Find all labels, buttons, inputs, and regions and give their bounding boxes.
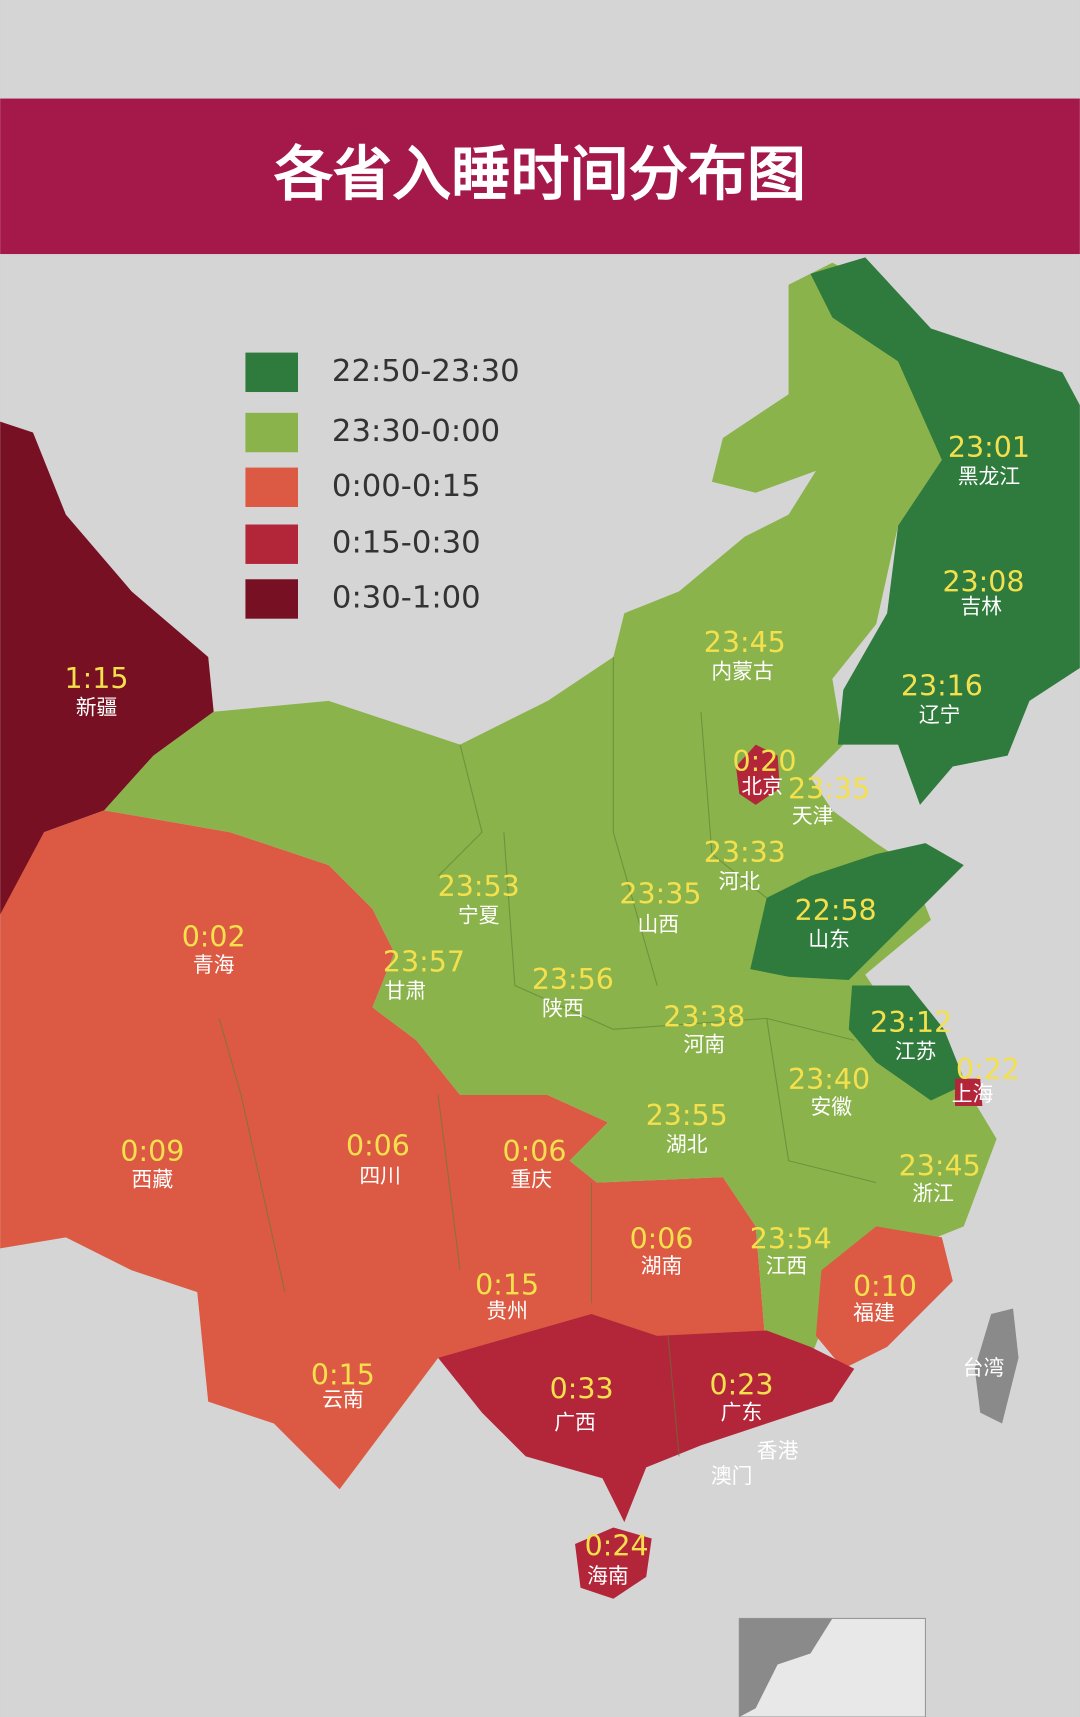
region-time: 23:56 bbox=[532, 963, 614, 996]
region-name: 黑龙江 bbox=[958, 464, 1020, 488]
region-time: 0:02 bbox=[182, 920, 246, 953]
northeast bbox=[810, 257, 1080, 805]
region-name: 山西 bbox=[637, 912, 679, 936]
title: 各省入睡时间分布图 bbox=[274, 140, 806, 209]
legend-swatch bbox=[245, 412, 298, 453]
region-name: 贵州 bbox=[486, 1299, 528, 1323]
beijing bbox=[736, 744, 780, 805]
region-name: 山东 bbox=[808, 928, 850, 952]
fujian bbox=[815, 1226, 953, 1369]
hainan bbox=[575, 1527, 652, 1599]
region-name: 河北 bbox=[718, 870, 760, 894]
region-name: 四川 bbox=[359, 1164, 401, 1188]
legend-label: 0:30-1:00 bbox=[332, 580, 481, 615]
region-name: 天津 bbox=[792, 804, 834, 828]
region-time: 0:06 bbox=[503, 1135, 567, 1168]
region-time: 0:23 bbox=[710, 1368, 774, 1401]
region-name: 北京 bbox=[741, 774, 783, 798]
region-name: 海南 bbox=[587, 1564, 629, 1588]
jiangsu bbox=[848, 985, 966, 1101]
region-time: 0:33 bbox=[550, 1373, 614, 1406]
region-time: 1:15 bbox=[65, 662, 129, 695]
region-name: 江苏 bbox=[895, 1039, 937, 1063]
shandong bbox=[750, 843, 964, 981]
region-name: 云南 bbox=[322, 1388, 364, 1412]
region-time: 0:20 bbox=[733, 745, 797, 778]
inset-land bbox=[739, 1618, 833, 1717]
region-name: 江西 bbox=[766, 1254, 808, 1278]
borders bbox=[218, 657, 877, 1457]
region-time: 0:06 bbox=[346, 1130, 410, 1163]
title-banner bbox=[0, 98, 1080, 255]
region-name: 新疆 bbox=[76, 695, 118, 719]
region-name: 湖南 bbox=[641, 1254, 683, 1278]
legend-label: 22:50-23:30 bbox=[332, 354, 520, 389]
shanghai bbox=[955, 1078, 983, 1106]
legend-swatch bbox=[245, 524, 298, 564]
region-time: 23:45 bbox=[704, 626, 786, 659]
region-name: 浙江 bbox=[912, 1182, 954, 1206]
region-time: 23:40 bbox=[788, 1063, 870, 1096]
region-name: 安徽 bbox=[810, 1095, 852, 1119]
legend-label: 0:00-0:15 bbox=[332, 469, 481, 504]
place-label: 台湾 bbox=[963, 1356, 1005, 1380]
region-name: 内蒙古 bbox=[711, 659, 773, 683]
legend-swatch bbox=[245, 352, 298, 393]
region-name: 广东 bbox=[721, 1401, 763, 1425]
region-name: 广西 bbox=[554, 1411, 596, 1435]
region-time: 23:45 bbox=[899, 1149, 981, 1182]
region-time: 23:54 bbox=[750, 1223, 832, 1256]
legend-swatch bbox=[245, 467, 298, 507]
guangxi-guangdong bbox=[438, 1314, 855, 1523]
region-name: 辽宁 bbox=[919, 703, 961, 727]
region-time: 23:16 bbox=[901, 670, 983, 703]
provinces bbox=[0, 257, 1080, 1717]
region-time: 23:38 bbox=[663, 1000, 745, 1033]
region-time: 0:15 bbox=[475, 1269, 539, 1302]
region-name: 上海 bbox=[952, 1082, 994, 1106]
place-label: 香港 bbox=[757, 1439, 799, 1463]
region-time: 0:09 bbox=[120, 1135, 184, 1168]
region-time: 23:12 bbox=[870, 1006, 952, 1039]
region-name: 陕西 bbox=[542, 997, 584, 1021]
region-time: 0:24 bbox=[585, 1529, 649, 1562]
xinjiang bbox=[0, 421, 214, 915]
region-name: 甘肃 bbox=[385, 979, 427, 1003]
region-time: 23:01 bbox=[948, 431, 1030, 464]
region-time: 23:55 bbox=[646, 1099, 728, 1132]
legend-swatch bbox=[245, 579, 298, 619]
region-name: 青海 bbox=[193, 953, 235, 977]
region-time: 0:06 bbox=[630, 1223, 694, 1256]
place-label: 澳门 bbox=[711, 1464, 753, 1488]
region-name: 重庆 bbox=[510, 1167, 552, 1191]
region-time: 23:57 bbox=[383, 946, 465, 979]
region-name: 吉林 bbox=[960, 595, 1002, 619]
region-time: 23:08 bbox=[942, 566, 1024, 599]
region-time: 23:35 bbox=[788, 773, 870, 806]
legend-label: 23:30-0:00 bbox=[332, 414, 500, 449]
legend-label: 0:15-0:30 bbox=[332, 526, 481, 561]
region-name: 福建 bbox=[853, 1301, 895, 1325]
light-green-region bbox=[104, 262, 997, 1358]
region-time: 23:53 bbox=[438, 870, 520, 903]
region-time: 0:22 bbox=[956, 1053, 1020, 1086]
taiwan bbox=[974, 1308, 1019, 1424]
region-name: 宁夏 bbox=[458, 904, 500, 928]
region-time: 23:35 bbox=[619, 878, 701, 911]
region-time: 0:15 bbox=[311, 1358, 375, 1391]
region-name: 河南 bbox=[683, 1033, 725, 1057]
region-time: 22:58 bbox=[795, 894, 877, 927]
region-name: 西藏 bbox=[132, 1167, 174, 1191]
region-time: 0:10 bbox=[853, 1270, 917, 1303]
region-name: 湖北 bbox=[666, 1132, 708, 1156]
region-time: 23:33 bbox=[704, 836, 786, 869]
